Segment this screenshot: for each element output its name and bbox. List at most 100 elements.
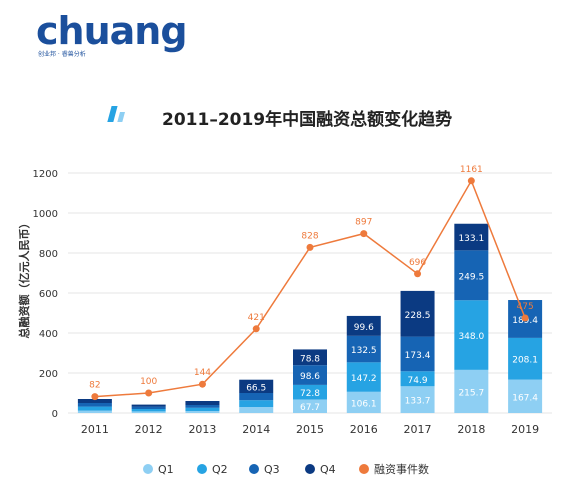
events-point (91, 393, 99, 401)
bar-segment-q4-2012 (131, 404, 166, 407)
bar-value-label: 348.0 (458, 332, 484, 342)
bar-segment-q4-2015 (293, 349, 327, 366)
x-tick-label: 2016 (350, 423, 378, 436)
events-value-label: 421 (248, 313, 265, 323)
bar-segment-q2-2014 (239, 400, 274, 407)
events-value-label: 828 (301, 231, 318, 241)
bar-segment-q4-2018 (454, 223, 489, 251)
legend-swatch (197, 464, 207, 474)
events-point (306, 243, 314, 251)
events-point (414, 270, 422, 278)
legend-label: Q3 (264, 463, 280, 476)
bar-segment-q2-2012 (131, 409, 166, 412)
bar-segment-q1-2015 (293, 399, 327, 413)
bar-segment-q1-2018 (454, 369, 489, 413)
events-value-label: 897 (355, 218, 372, 228)
bar-segment-q4-2014 (239, 379, 274, 393)
bar-value-label: 106.1 (351, 399, 377, 409)
events-value-label: 696 (409, 258, 426, 268)
bar-value-label: 74.9 (408, 376, 428, 386)
bar-segment-q2-2017 (400, 371, 435, 387)
y-tick-label: 600 (39, 289, 58, 300)
events-value-label: 82 (89, 381, 100, 391)
legend-swatch (249, 464, 259, 474)
bar-value-label: 66.5 (246, 383, 266, 393)
events-point (198, 380, 206, 388)
events-point (467, 177, 475, 185)
events-point (252, 325, 260, 333)
bar-segment-q3-2012 (131, 406, 166, 409)
x-tick-label: 2014 (242, 423, 270, 436)
title-mark-icon (107, 106, 125, 122)
y-tick-label: 0 (52, 409, 58, 420)
bar-segment-q3-2016 (346, 335, 381, 363)
bar-value-label: 78.8 (300, 354, 320, 364)
legend-swatch (305, 464, 315, 474)
bar-segment-q1-2019 (508, 379, 543, 413)
bar-segment-q1-2012 (131, 411, 166, 413)
bar-value-label: 132.5 (351, 346, 377, 356)
legend-label: Q2 (212, 463, 228, 476)
bar-value-label: 215.7 (458, 388, 484, 398)
legend: Q1 Q2 Q3 Q4 融资事件数 (143, 463, 429, 476)
x-tick-label: 2019 (511, 423, 539, 436)
events-point (145, 389, 153, 397)
bar-segment-q1-2017 (400, 386, 435, 413)
x-tick-label: 2013 (188, 423, 216, 436)
bar-segment-q1-2011 (77, 410, 112, 413)
bar-segment-q1-2013 (185, 411, 220, 413)
bar-segment-q3-2011 (77, 403, 112, 407)
legend-swatch (143, 464, 153, 474)
bar-value-label: 98.6 (300, 372, 320, 382)
bar-segment-q2-2019 (508, 337, 543, 380)
bar-value-label: 208.1 (512, 356, 538, 366)
x-tick-label: 2012 (135, 423, 163, 436)
logo-word: chuang (36, 9, 187, 53)
bar-value-label: 133.7 (405, 397, 431, 407)
x-tick-label: 2018 (457, 423, 485, 436)
y-axis-label: 总融资额（亿元人民币） (17, 218, 31, 339)
bar-value-label: 133.1 (458, 234, 484, 244)
bar-segment-q2-2016 (346, 362, 381, 392)
y-tick-label: 400 (39, 329, 58, 340)
bar-segment-q2-2013 (185, 407, 220, 411)
bar-value-label: 147.2 (351, 374, 377, 384)
bar-segment-q2-2011 (77, 406, 112, 411)
events-point (521, 314, 529, 322)
y-tick-label: 800 (39, 249, 58, 260)
bar-value-label: 67.7 (300, 403, 320, 413)
bar-segment-q1-2014 (239, 407, 274, 413)
x-tick-label: 2011 (81, 423, 109, 436)
legend-label: 融资事件数 (374, 463, 429, 476)
events-value-label: 144 (194, 368, 211, 378)
y-tick-label: 1000 (33, 209, 58, 220)
bar-segment-q4-2016 (346, 315, 381, 336)
bar-segment-q3-2015 (293, 365, 327, 385)
logo-tagline: 创业邦 · 睿兽分析 (38, 50, 86, 58)
bar-segment-q2-2015 (293, 384, 327, 400)
bar-value-label: 72.8 (300, 389, 320, 399)
bar-value-label: 173.4 (405, 351, 431, 361)
chart-title: 2011–2019年中国融资总额变化趋势 (162, 109, 452, 130)
events-value-label: 475 (517, 302, 534, 312)
bar-labels: 66.5 67.7 72.8 98.6 78.8 106.1 147.2 132.5 99.6 1… (246, 234, 538, 413)
legend-swatch (359, 464, 369, 474)
bar-segment-q4-2017 (400, 290, 435, 337)
y-tick-label: 1200 (33, 169, 58, 180)
bar-segment-q2-2018 (454, 300, 489, 370)
bar-segment-q4-2011 (77, 399, 112, 403)
bars (77, 223, 543, 413)
bar-segment-q1-2016 (346, 391, 381, 413)
bar-value-label: 167.4 (512, 393, 538, 403)
title-area: 2011–2019年中国融资总额变化趋势 (107, 106, 452, 130)
events-point (360, 230, 368, 238)
bar-segment-q3-2018 (454, 250, 489, 301)
bar-value-label: 249.5 (458, 272, 484, 282)
bar-value-label: 99.6 (354, 323, 374, 333)
legend-label: Q1 (158, 463, 174, 476)
events-line: 82 100 144 421 828 897 696 1161 475 (89, 165, 534, 401)
bar-segment-q3-2017 (400, 336, 435, 372)
bar-segment-q3-2013 (185, 405, 220, 408)
bar-value-label: 228.5 (405, 311, 431, 321)
